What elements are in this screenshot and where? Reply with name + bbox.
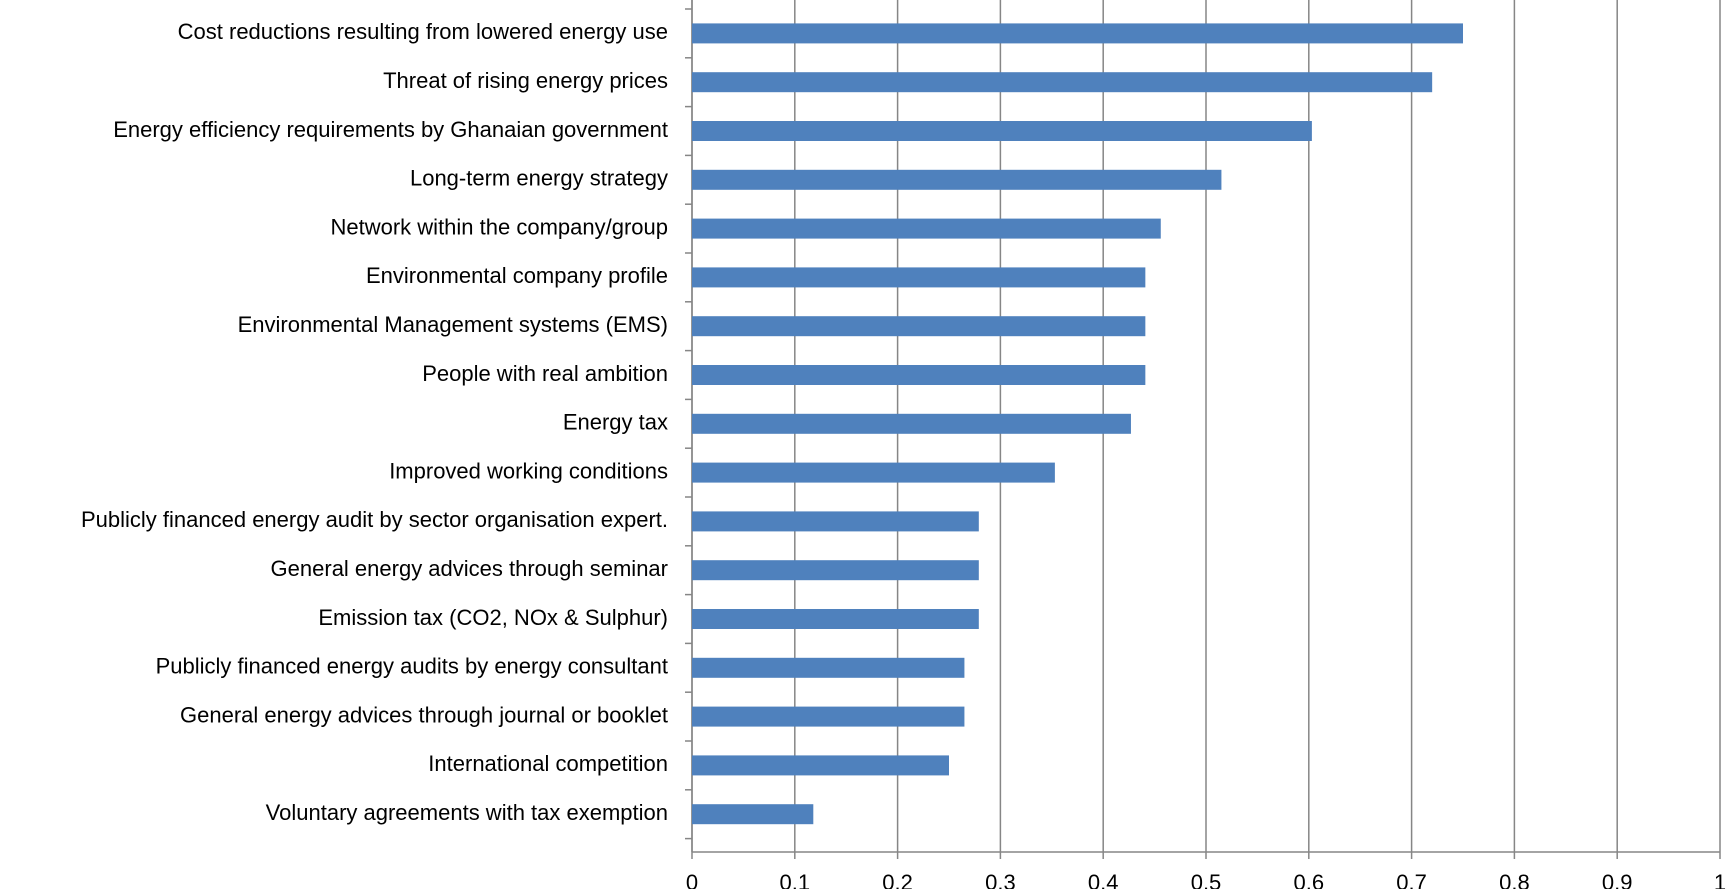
bar xyxy=(692,218,1161,239)
y-tick-label: Long-term energy strategy xyxy=(410,166,668,191)
x-tick-label: 0.5 xyxy=(1191,870,1222,889)
y-tick-label: General energy advices through journal o… xyxy=(180,702,668,727)
bar xyxy=(692,169,1222,190)
bar xyxy=(692,72,1433,93)
y-tick-label: Publicly financed energy audit by sector… xyxy=(81,507,668,532)
bar xyxy=(692,804,814,825)
y-tick-label: Emission tax (CO2, NOx & Sulphur) xyxy=(318,605,668,630)
bar xyxy=(692,511,979,532)
x-tick-label: 0.9 xyxy=(1602,870,1633,889)
bar xyxy=(692,23,1463,44)
x-tick-label: 0.6 xyxy=(1294,870,1325,889)
x-tick-label: 0.8 xyxy=(1499,870,1530,889)
bar xyxy=(692,609,979,629)
bar xyxy=(692,316,1146,337)
bar xyxy=(692,462,1055,483)
y-tick-label: Environmental company profile xyxy=(366,263,668,288)
y-tick-label: Energy tax xyxy=(563,410,668,435)
bar xyxy=(692,365,1146,385)
bar xyxy=(692,267,1146,288)
bar xyxy=(692,706,965,727)
y-tick-label: Network within the company/group xyxy=(331,214,669,239)
y-tick-label: Energy efficiency requirements by Ghanai… xyxy=(113,117,668,142)
x-tick-label: 0.7 xyxy=(1396,870,1427,889)
bar xyxy=(692,121,1312,141)
bar xyxy=(692,560,979,581)
y-tick-label: International competition xyxy=(428,751,668,776)
y-tick-label: Publicly financed energy audits by energ… xyxy=(156,654,668,679)
x-tick-label: 0.4 xyxy=(1088,870,1119,889)
bar xyxy=(692,413,1131,434)
y-tick-label: Threat of rising energy prices xyxy=(383,68,668,93)
y-tick-label: Improved working conditions xyxy=(389,458,668,483)
x-tick-label: 0.3 xyxy=(985,870,1016,889)
y-tick-label: Voluntary agreements with tax exemption xyxy=(266,800,668,825)
x-tick-label: 1 xyxy=(1714,870,1726,889)
x-tick-label: 0.2 xyxy=(882,870,913,889)
y-tick-label: Environmental Management systems (EMS) xyxy=(238,312,668,337)
y-tick-label: People with real ambition xyxy=(422,361,668,386)
bar xyxy=(692,755,949,776)
x-tick-label: 0.1 xyxy=(780,870,811,889)
y-tick-label: General energy advices through seminar xyxy=(271,556,668,581)
x-tick-label: 0 xyxy=(686,870,698,889)
y-tick-label: Cost reductions resulting from lowered e… xyxy=(178,19,668,44)
bar xyxy=(692,657,965,678)
